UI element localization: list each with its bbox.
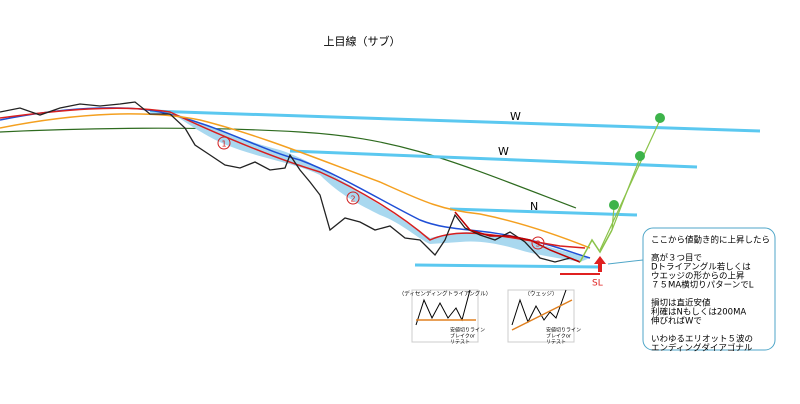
wave-label: 3 [535,240,540,249]
note-box [642,227,776,351]
pattern-label: 安値切りライン [450,327,485,334]
pattern-line [511,299,573,331]
sl-label: SL [592,279,603,289]
level-label: W [510,110,521,123]
wave-label: 2 [350,195,355,204]
pattern-label: ブレイクor [546,333,572,340]
ma-mid [0,107,586,249]
pattern-label: 安値切りライン [546,327,581,334]
entry-arrow [594,256,606,272]
pattern-label: ブレイクor [450,333,476,340]
wave-circle [217,136,231,150]
ma-75 [0,113,591,249]
check-icons [609,113,665,210]
note-line: 損切は直近安値 [651,298,711,309]
chart-title: 上目線（サブ） [324,34,401,48]
note-line: 利確はNもしくは200MA [651,307,746,318]
ma-200 [0,127,577,209]
level-label: N [530,200,538,213]
pattern-label: リテスト [450,340,470,346]
projection [579,229,613,263]
wave-circle [531,236,545,250]
note-pointer [607,259,644,265]
price [0,101,581,263]
pattern-shape [511,289,567,326]
note-line: Dトライアングル若しくは [651,262,751,273]
targets [599,119,661,251]
pattern-title: （ウェッジ） [524,290,557,298]
resistance-lines [149,109,761,269]
note-line: ７５MA横切りパターンでL [651,280,754,291]
note-line: いわゆるエリオット５波の [651,334,753,345]
wave-label: 1 [221,140,226,149]
note-line: 高が３つ目で [651,253,702,264]
note-line: 伸びればWで [651,316,702,327]
wave-circle [346,191,360,205]
pattern-box [411,289,479,343]
ma-band [170,112,590,262]
note-line: ウエッジの形からの上昇 [651,272,745,282]
pattern-shape [415,289,471,326]
note-line: エンディングダイアゴナル [651,343,753,354]
pattern-line [454,211,581,263]
pattern-label: リテスト [546,340,566,346]
note-line: ここから値動き的に上昇したら [651,235,770,246]
level-label: W [498,145,509,158]
pattern-title: （ディセンディングトライアングル） [399,290,492,298]
